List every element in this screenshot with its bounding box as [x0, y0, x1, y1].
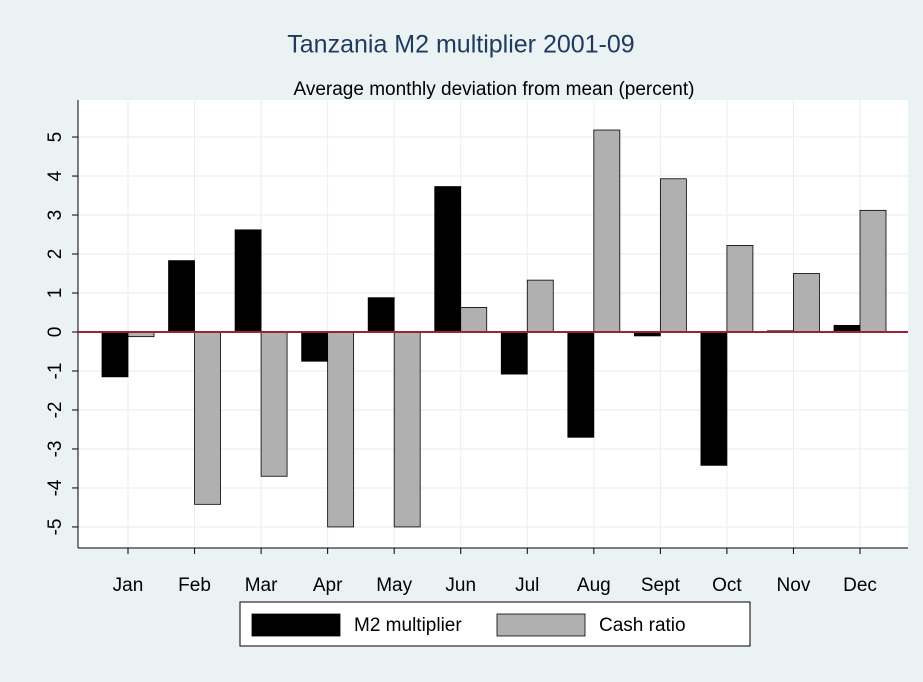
- bar: [659, 178, 687, 333]
- bar: [234, 229, 262, 333]
- y-tick-label: 1: [45, 288, 66, 299]
- bar: [700, 331, 728, 466]
- bar: [567, 331, 595, 438]
- bar: [726, 245, 754, 333]
- bar: [367, 297, 395, 333]
- x-tick-label: Nov: [777, 575, 811, 596]
- legend-swatch: [251, 613, 341, 637]
- bar: [194, 331, 221, 505]
- legend-swatch: [496, 613, 586, 637]
- y-tick-label: -3: [45, 441, 66, 458]
- legend-label: Cash ratio: [599, 615, 686, 636]
- bar: [500, 331, 528, 375]
- x-tick-label: Jan: [113, 575, 144, 596]
- y-tick-label: -1: [45, 363, 66, 380]
- bar: [327, 331, 355, 528]
- y-tick-label: -4: [45, 479, 66, 496]
- bar: [434, 186, 462, 333]
- y-tick-label: 3: [45, 210, 66, 221]
- x-tick-label: Jul: [515, 575, 539, 596]
- bar: [101, 331, 129, 378]
- bar: [168, 260, 195, 333]
- x-tick-label: Oct: [712, 575, 742, 596]
- bar: [260, 331, 288, 477]
- bar: [859, 209, 887, 333]
- bar: [460, 307, 488, 333]
- x-tick-label: Sept: [641, 575, 681, 596]
- x-tick-label: Mar: [245, 575, 278, 596]
- x-tick-label: Aug: [577, 575, 611, 596]
- y-tick-label: 0: [45, 327, 66, 338]
- bar: [393, 331, 421, 528]
- chart-title: Tanzania M2 multiplier 2001-09: [287, 31, 634, 59]
- x-tick-label: May: [376, 575, 412, 596]
- y-tick-label: 5: [45, 132, 66, 143]
- x-tick-label: Feb: [178, 575, 211, 596]
- chart-subtitle: Average monthly deviation from mean (per…: [294, 79, 695, 100]
- legend-label: M2 multiplier: [354, 615, 462, 636]
- y-tick-label: -2: [45, 402, 66, 419]
- x-tick-label: Dec: [843, 575, 877, 596]
- x-tick-label: Apr: [313, 575, 343, 596]
- y-tick-label: 2: [45, 249, 66, 260]
- x-tick-label: Jun: [445, 575, 476, 596]
- bar: [593, 129, 621, 333]
- y-tick-label: -5: [45, 518, 66, 535]
- bar: [793, 273, 820, 333]
- bar: [301, 331, 329, 362]
- y-tick-label: 4: [45, 170, 66, 181]
- bar: [526, 279, 554, 333]
